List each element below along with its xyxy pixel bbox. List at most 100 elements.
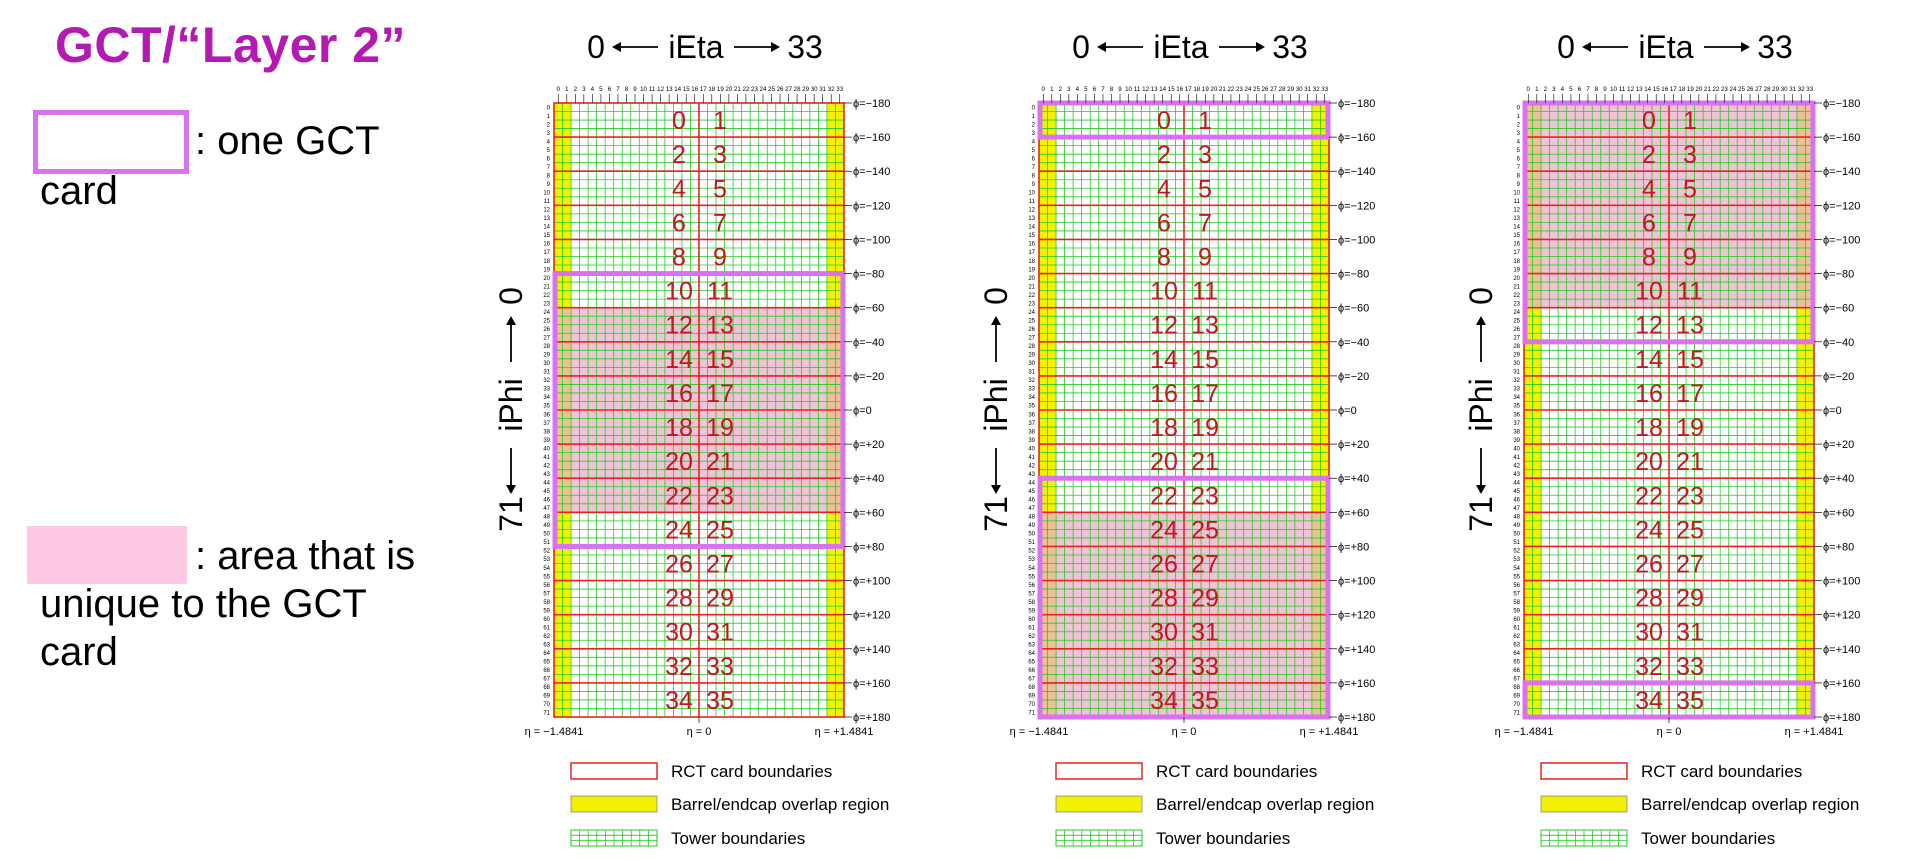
iphi-tick-label-47: 47 <box>543 506 550 512</box>
iphi-tick-label-21: 21 <box>543 284 550 290</box>
iphi-tick-label-59: 59 <box>543 608 550 614</box>
rct-card-number-3: 3 <box>1198 141 1212 169</box>
rct-card-number-5: 5 <box>1683 175 1697 203</box>
key-swatch-rct <box>1540 762 1628 780</box>
eta-mid-label: η = 0 <box>687 726 712 738</box>
rct-card-number-14: 14 <box>1635 346 1663 374</box>
ieta-tick-label-26: 26 <box>777 86 784 93</box>
eta-min-label: η = −1.4841 <box>1010 726 1069 738</box>
iphi-tick-label-6: 6 <box>1517 156 1521 162</box>
phi-label-11: ϕ=+40 <box>1338 473 1369 485</box>
iphi-tick-label-53: 53 <box>543 557 550 563</box>
iphi-tick-label-71: 71 <box>543 711 550 717</box>
ieta-tick-label-28: 28 <box>1279 86 1286 93</box>
rct-card-number-18: 18 <box>1635 414 1663 442</box>
rct-card-number-16: 16 <box>665 380 693 408</box>
phi-label-9: ϕ=0 <box>1823 405 1842 417</box>
ieta-tick-label-2: 2 <box>574 86 578 93</box>
ieta-tick-label-15: 15 <box>1168 86 1175 93</box>
rct-card-number-25: 25 <box>1191 516 1219 544</box>
rct-card-number-11: 11 <box>707 278 733 306</box>
iphi-tick-label-61: 61 <box>1513 625 1520 631</box>
ieta-tick-label-33: 33 <box>836 86 843 93</box>
iphi-tick-label-21: 21 <box>1028 284 1035 290</box>
ieta-tick-label-18: 18 <box>1678 86 1685 93</box>
key-label-rct: RCT card boundaries <box>1156 762 1317 781</box>
ieta-tick-label-27: 27 <box>1755 86 1762 93</box>
rct-card-number-8: 8 <box>1157 244 1171 272</box>
ieta-tick-label-25: 25 <box>768 86 775 93</box>
ieta-tick-label-25: 25 <box>1738 86 1745 93</box>
rct-card-number-29: 29 <box>1191 585 1219 613</box>
rct-card-number-6: 6 <box>1157 209 1171 237</box>
iphi-tick-label-68: 68 <box>543 685 550 691</box>
iphi-tick-label-5: 5 <box>547 148 551 154</box>
iphi-tick-label-32: 32 <box>1513 378 1520 384</box>
iphi-tick-label-64: 64 <box>543 651 550 657</box>
ieta-tick-label-24: 24 <box>760 86 767 93</box>
iphi-tick-label-65: 65 <box>1028 660 1035 666</box>
iphi-tick-label-47: 47 <box>1028 506 1035 512</box>
iphi-tick-label-55: 55 <box>1513 574 1520 580</box>
ieta-tick-label-7: 7 <box>1101 86 1105 93</box>
phi-label-1: ϕ=−160 <box>853 132 890 144</box>
phi-label-6: ϕ=−60 <box>853 303 884 315</box>
key-label-overlap: Barrel/endcap overlap region <box>671 795 889 814</box>
phi-label-9: ϕ=0 <box>1338 405 1357 417</box>
phi-label-12: ϕ=+60 <box>1823 507 1854 519</box>
iphi-tick-label-24: 24 <box>543 310 550 316</box>
iphi-tick-label-30: 30 <box>1028 361 1035 367</box>
iphi-tick-label-32: 32 <box>1028 378 1035 384</box>
iphi-tick-label-62: 62 <box>1028 634 1035 640</box>
rct-card-number-24: 24 <box>1635 516 1663 544</box>
ieta-tick-label-22: 22 <box>742 86 749 93</box>
rct-card-number-32: 32 <box>1635 653 1663 681</box>
iphi-tick-label-0: 0 <box>1517 105 1521 111</box>
rct-card-number-32: 32 <box>1150 653 1178 681</box>
iphi-tick-label-14: 14 <box>543 225 550 231</box>
iphi-tick-label-60: 60 <box>1028 617 1035 623</box>
ieta-tick-label-25: 25 <box>1253 86 1260 93</box>
key-swatch-overlap <box>1055 795 1143 813</box>
iphi-tick-label-15: 15 <box>543 233 550 239</box>
rct-card-number-23: 23 <box>706 482 734 510</box>
iphi-tick-label-41: 41 <box>543 455 550 461</box>
rct-card-number-25: 25 <box>1676 516 1704 544</box>
iphi-tick-label-26: 26 <box>1513 327 1520 333</box>
iphi-tick-label-27: 27 <box>1028 336 1035 342</box>
iphi-tick-label-23: 23 <box>1513 301 1520 307</box>
rct-card-number-35: 35 <box>1191 687 1219 715</box>
phi-label-8: ϕ=−20 <box>1338 371 1369 383</box>
iphi-tick-label-3: 3 <box>547 131 551 137</box>
phi-label-11: ϕ=+40 <box>1823 473 1854 485</box>
iphi-tick-label-56: 56 <box>543 583 550 589</box>
phi-label-7: ϕ=−40 <box>853 337 884 349</box>
iphi-tick-label-54: 54 <box>1513 566 1520 572</box>
eta-min-label: η = −1.4841 <box>525 726 584 738</box>
rct-card-number-8: 8 <box>1642 244 1656 272</box>
rct-card-number-32: 32 <box>665 653 693 681</box>
iphi-tick-label-15: 15 <box>1513 233 1520 239</box>
rct-card-number-28: 28 <box>1150 585 1178 613</box>
phi-label-18: ϕ=+180 <box>1338 712 1375 724</box>
rct-card-number-33: 33 <box>706 653 734 681</box>
iphi-tick-label-0: 0 <box>1032 105 1036 111</box>
phi-label-15: ϕ=+120 <box>1338 610 1375 622</box>
iphi-tick-label-37: 37 <box>543 421 550 427</box>
iphi-tick-label-57: 57 <box>543 591 550 597</box>
rct-card-number-18: 18 <box>1150 414 1178 442</box>
phi-label-10: ϕ=+20 <box>1823 439 1854 451</box>
ieta-tick-label-11: 11 <box>1134 86 1141 93</box>
ieta-axis-start: 0 <box>587 29 605 65</box>
ieta-axis-label: iEta <box>1153 29 1208 65</box>
iphi-tick-label-41: 41 <box>1513 455 1520 461</box>
ieta-tick-label-3: 3 <box>1067 86 1071 93</box>
iphi-tick-label-58: 58 <box>1513 600 1520 606</box>
iphi-tick-label-71: 71 <box>1513 711 1520 717</box>
phi-label-17: ϕ=+160 <box>1338 678 1375 690</box>
rct-card-number-7: 7 <box>1683 209 1697 237</box>
gct-card-legend-label: : one GCT <box>195 119 380 163</box>
key-swatch-rct <box>570 762 658 780</box>
iphi-tick-label-60: 60 <box>1513 617 1520 623</box>
